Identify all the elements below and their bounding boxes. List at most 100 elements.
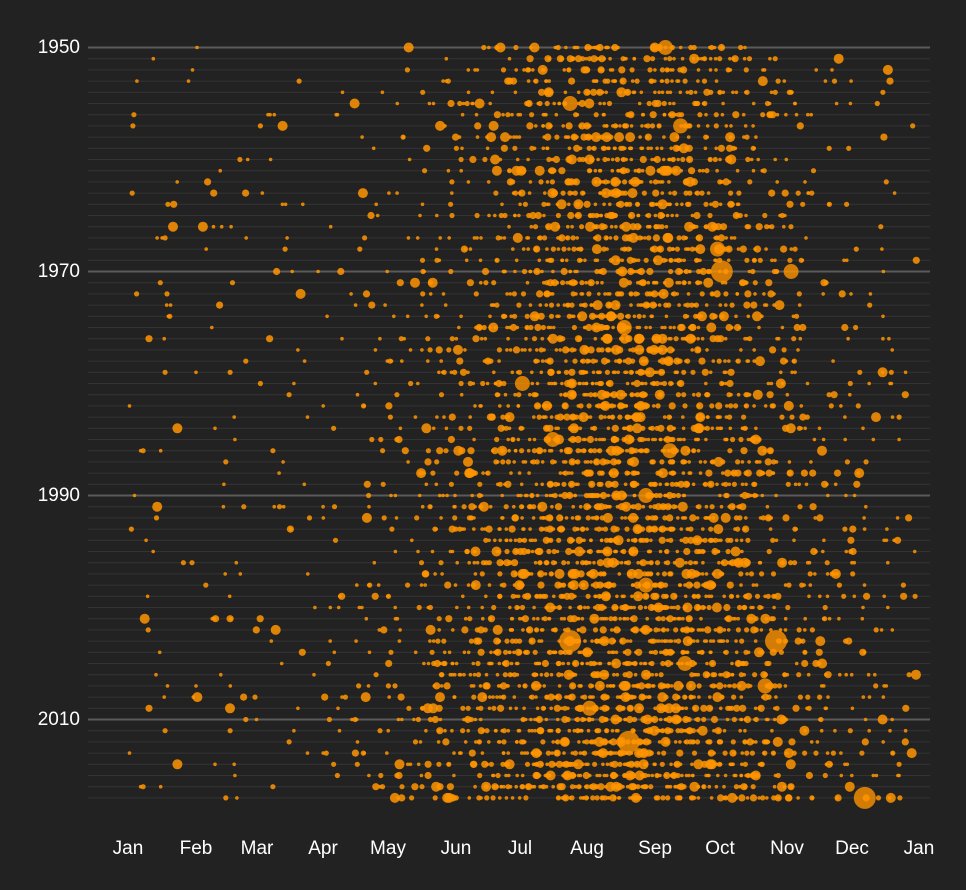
storm-point — [614, 224, 618, 229]
storm-point — [279, 661, 284, 666]
storm-point — [492, 370, 496, 375]
storm-point — [714, 258, 718, 263]
storm-point — [684, 560, 688, 565]
storm-point — [689, 246, 695, 252]
storm-point — [546, 156, 552, 163]
storm-point — [780, 560, 786, 566]
storm-point — [677, 501, 688, 512]
storm-point — [796, 425, 803, 431]
storm-point — [568, 693, 576, 701]
storm-point — [795, 190, 801, 196]
storm-point — [807, 571, 813, 577]
storm-point — [668, 649, 674, 655]
storm-point — [533, 538, 538, 543]
storm-point — [595, 750, 602, 756]
storm-point — [605, 135, 609, 139]
storm-point — [824, 560, 830, 566]
storm-point — [516, 493, 520, 498]
storm-point — [702, 605, 706, 610]
storm-point — [609, 751, 613, 755]
storm-point — [470, 493, 475, 498]
storm-point — [794, 637, 802, 645]
storm-point — [757, 706, 762, 711]
storm-point — [880, 370, 885, 375]
storm-point — [753, 292, 757, 296]
storm-point — [464, 548, 470, 555]
storm-point — [555, 760, 564, 768]
storm-point — [698, 357, 706, 365]
storm-point — [716, 549, 721, 554]
storm-point — [682, 403, 688, 409]
storm-point — [625, 616, 630, 621]
storm-point — [713, 123, 719, 129]
storm-point — [507, 650, 512, 655]
storm-point — [662, 336, 667, 341]
storm-point — [529, 42, 540, 53]
storm-point — [685, 628, 689, 632]
storm-point — [584, 98, 595, 109]
storm-point — [560, 258, 565, 263]
storm-point — [862, 583, 867, 587]
storm-point — [462, 717, 466, 722]
storm-point — [520, 516, 524, 520]
storm-point — [579, 626, 587, 634]
storm-point — [713, 335, 722, 343]
storm-point — [410, 538, 414, 543]
storm-point — [523, 740, 527, 744]
storm-point — [719, 538, 723, 543]
storm-point — [543, 424, 551, 432]
storm-point — [349, 292, 353, 296]
storm-point — [521, 628, 525, 632]
storm-point — [649, 42, 660, 53]
storm-point — [729, 124, 733, 128]
storm-point — [600, 68, 605, 72]
storm-point — [233, 437, 237, 442]
storm-point — [689, 628, 694, 632]
storm-point — [725, 323, 733, 332]
storm-point — [629, 481, 636, 487]
storm-point — [751, 583, 756, 587]
storm-point — [592, 448, 598, 454]
storm-point — [473, 291, 479, 297]
storm-point — [403, 42, 414, 53]
storm-point — [472, 437, 476, 442]
storm-point — [633, 379, 641, 388]
storm-point — [465, 705, 471, 711]
storm-point — [528, 538, 533, 543]
storm-point — [608, 68, 613, 72]
storm-point — [685, 333, 696, 344]
storm-point — [586, 291, 592, 297]
storm-point — [731, 683, 738, 689]
storm-point — [570, 291, 576, 297]
storm-point — [897, 773, 901, 778]
storm-point — [611, 325, 615, 330]
storm-point — [861, 738, 869, 746]
storm-point — [542, 213, 546, 218]
storm-point — [670, 79, 674, 83]
storm-point — [693, 90, 698, 95]
storm-point — [515, 370, 520, 375]
storm-point — [779, 357, 788, 365]
storm-point — [765, 593, 771, 599]
storm-point — [497, 639, 502, 643]
storm-point — [783, 628, 788, 632]
storm-point — [573, 144, 581, 152]
storm-point — [706, 322, 717, 333]
storm-point — [657, 348, 662, 352]
storm-point — [700, 336, 705, 341]
storm-point — [620, 258, 624, 263]
storm-point — [466, 279, 474, 287]
storm-point — [684, 247, 688, 251]
storm-point — [606, 493, 610, 498]
storm-point — [405, 582, 411, 588]
storm-point — [610, 628, 614, 632]
storm-point — [745, 336, 750, 341]
storm-point — [853, 480, 861, 488]
storm-point — [736, 247, 741, 251]
storm-point — [750, 268, 756, 275]
storm-point — [727, 368, 735, 376]
storm-point — [512, 232, 523, 243]
storm-point — [763, 404, 768, 408]
storm-point — [513, 538, 518, 543]
storm-point — [716, 358, 722, 364]
